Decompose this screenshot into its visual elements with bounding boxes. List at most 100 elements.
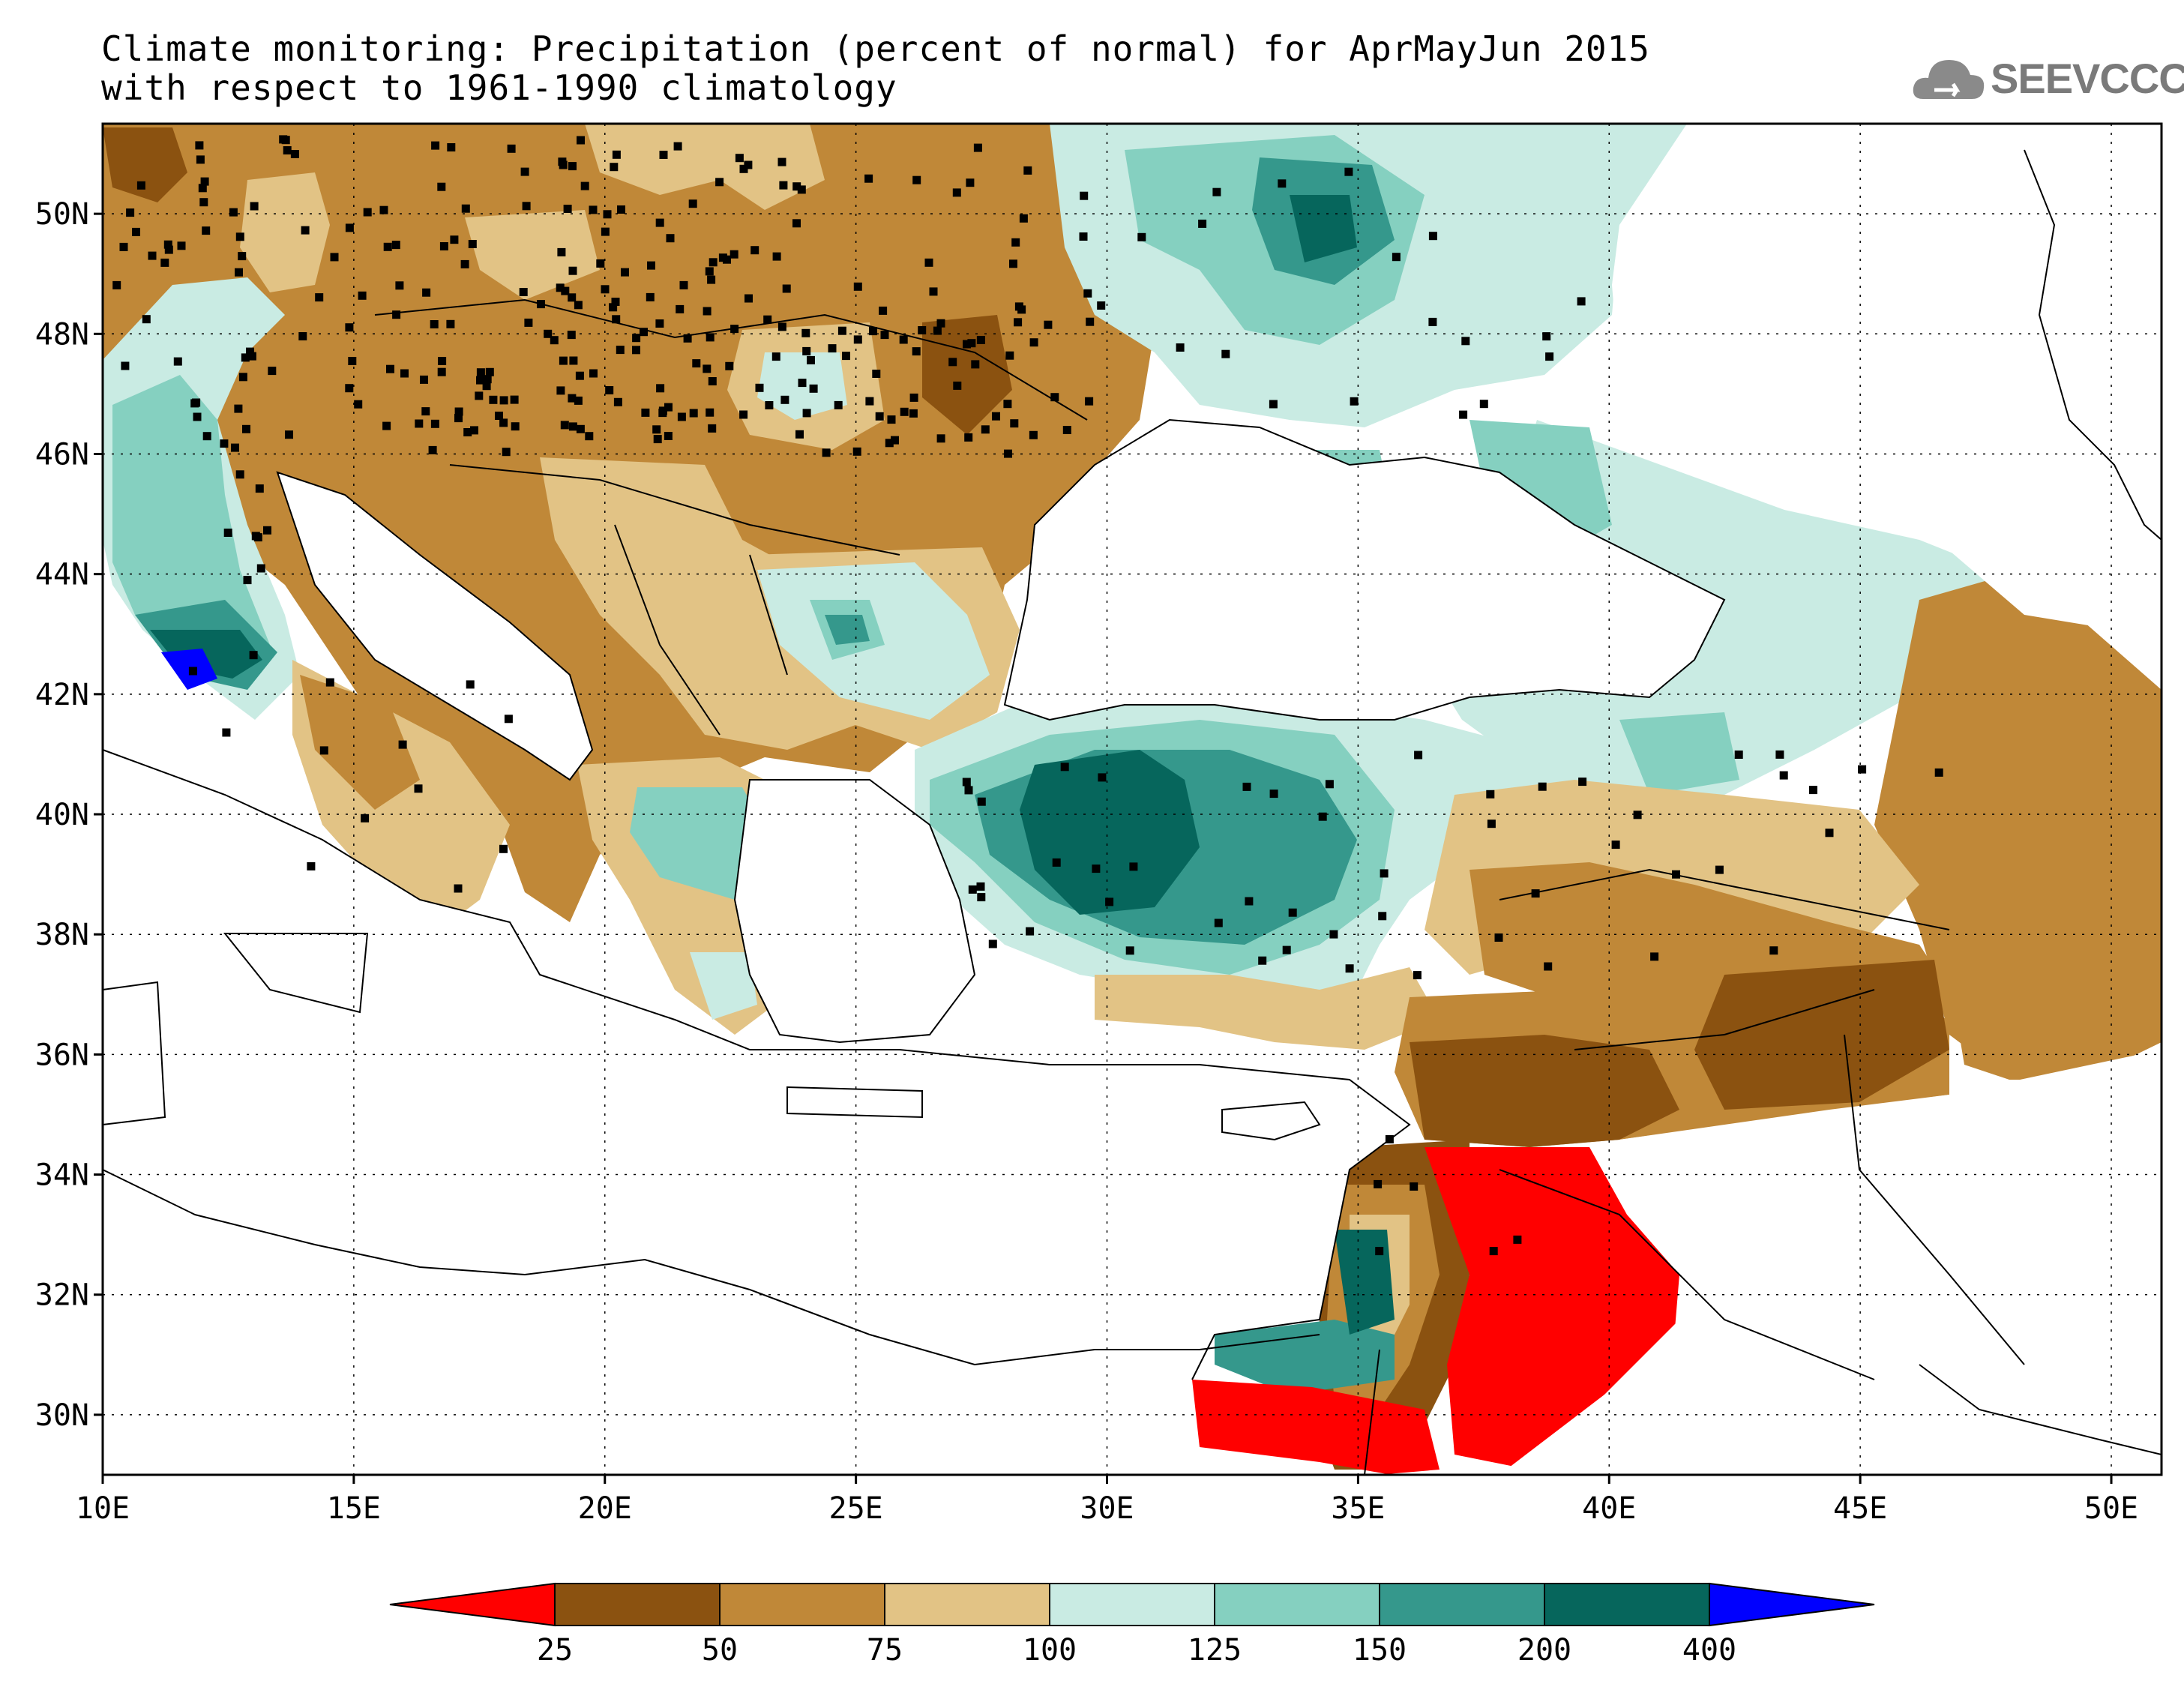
station-marker	[483, 375, 492, 384]
station-marker	[918, 326, 927, 334]
station-marker	[202, 226, 211, 235]
station-marker	[112, 280, 121, 289]
station-marker	[1633, 811, 1642, 820]
colorbar-label: 100	[1023, 1633, 1077, 1668]
station-marker	[559, 160, 568, 169]
station-marker	[689, 409, 698, 418]
station-marker	[1083, 289, 1092, 298]
station-marker	[755, 383, 764, 392]
lat-tick-label: 30N	[35, 1398, 89, 1433]
station-marker	[1325, 780, 1334, 789]
station-marker	[771, 352, 780, 361]
station-marker	[777, 157, 786, 166]
station-marker	[1288, 908, 1297, 917]
coastline-cyprus	[1221, 1101, 1321, 1141]
station-marker	[519, 288, 528, 296]
station-marker	[705, 267, 714, 276]
station-marker	[1428, 232, 1437, 241]
station-marker	[1003, 400, 1012, 409]
lat-tick-label: 46N	[35, 437, 89, 472]
coastline-crete	[786, 1086, 923, 1119]
seevccc-logo: SEEVCCC	[1912, 46, 2184, 114]
station-marker	[875, 412, 884, 421]
station-marker	[499, 396, 508, 405]
colorbar-swatch	[1544, 1583, 1710, 1626]
station-marker	[177, 241, 186, 250]
station-marker	[708, 424, 717, 433]
station-marker	[502, 448, 511, 457]
lat-tick-label: 44N	[35, 558, 89, 592]
station-marker	[437, 182, 446, 191]
field-brown-east	[1874, 570, 2162, 1080]
station-marker	[617, 205, 625, 214]
station-marker	[190, 399, 199, 408]
station-marker	[281, 136, 290, 145]
field-dark-brown-iraq	[1694, 960, 1949, 1110]
station-marker	[612, 315, 621, 324]
station-marker	[1080, 191, 1089, 200]
station-marker	[1775, 750, 1784, 759]
station-marker	[664, 403, 673, 412]
station-marker	[750, 246, 759, 255]
lon-tick-label: 45E	[1833, 1491, 1887, 1526]
station-marker	[568, 394, 577, 403]
station-marker	[853, 335, 862, 344]
station-marker	[977, 797, 986, 806]
field-tan-central	[585, 124, 825, 210]
station-marker	[730, 325, 739, 334]
station-marker	[869, 327, 877, 336]
station-marker	[568, 162, 577, 171]
graticule	[103, 124, 2162, 1475]
station-marker	[655, 319, 664, 328]
station-marker	[1459, 410, 1468, 419]
station-marker	[561, 286, 570, 295]
colorbar-label: 75	[867, 1633, 903, 1668]
station-marker	[325, 678, 334, 687]
colorbar-label: 25	[537, 1633, 573, 1668]
station-marker	[900, 407, 909, 416]
station-marker	[1242, 782, 1251, 791]
empty-northeast	[1612, 124, 2162, 637]
station-marker	[392, 310, 401, 319]
station-marker	[801, 328, 810, 337]
station-marker	[358, 291, 367, 300]
colorbar-label: 125	[1188, 1633, 1242, 1668]
station-marker	[1125, 946, 1134, 955]
station-marker	[1009, 259, 1017, 268]
station-marker	[885, 439, 894, 448]
station-marker	[243, 576, 252, 585]
station-marker	[1428, 317, 1437, 326]
station-marker	[470, 426, 478, 435]
station-marker	[1269, 790, 1278, 799]
station-marker	[499, 418, 508, 427]
precipitation-field	[103, 124, 2162, 1475]
station-marker	[315, 293, 324, 302]
station-marker	[1392, 253, 1401, 262]
station-marker	[703, 307, 712, 316]
field-tan-poland	[465, 210, 600, 300]
station-marker	[1538, 782, 1547, 791]
station-marker	[879, 306, 888, 315]
station-marker	[1380, 869, 1389, 878]
coastline-persian-gulf	[1919, 1364, 2162, 1455]
station-marker	[1029, 338, 1038, 347]
field-dark-brown-nw	[103, 127, 187, 202]
station-marker	[709, 258, 718, 267]
station-marker	[495, 412, 503, 420]
station-marker	[1577, 297, 1586, 306]
station-marker	[575, 371, 584, 380]
colorbar-label: 200	[1517, 1633, 1571, 1668]
station-marker	[476, 368, 485, 377]
station-marker	[1004, 449, 1012, 458]
station-marker	[777, 322, 786, 331]
station-marker	[677, 412, 686, 421]
station-marker	[632, 346, 640, 355]
station-marker	[782, 284, 791, 293]
lon-tick-label: 20E	[578, 1491, 632, 1526]
station-marker	[253, 533, 262, 542]
station-marker	[1019, 214, 1028, 223]
station-marker	[739, 164, 748, 173]
station-marker	[936, 319, 945, 328]
field-darkest-teal-italy	[150, 630, 262, 679]
station-marker	[1611, 841, 1620, 849]
